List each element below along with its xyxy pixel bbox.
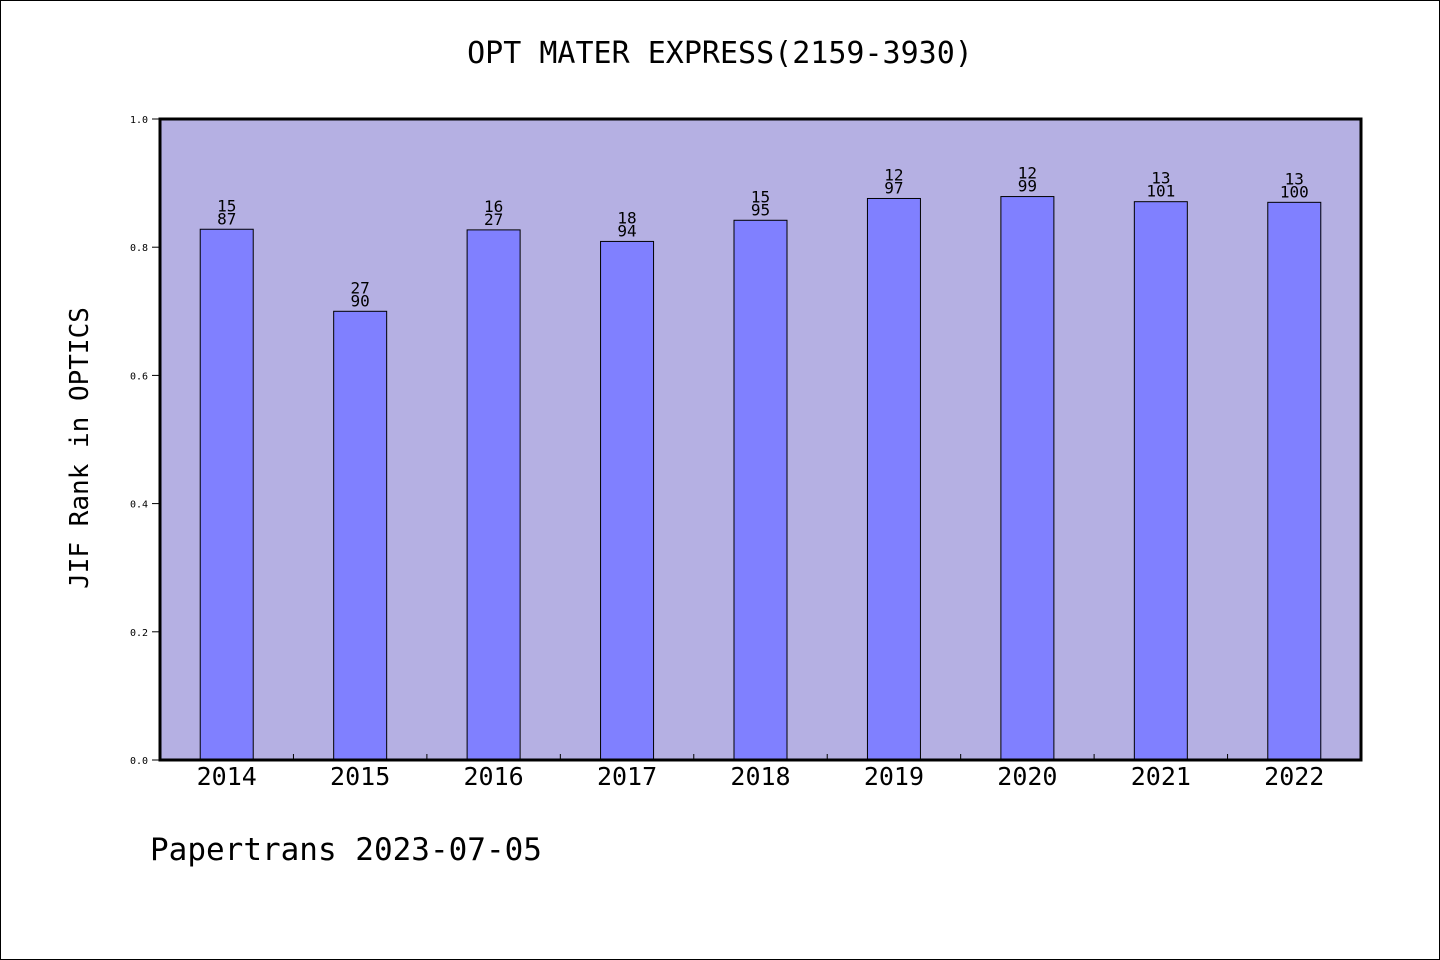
bar-label-upper: 15 — [751, 187, 770, 206]
chart-title: OPT MATER EXPRESS(2159-3930) — [467, 36, 973, 71]
x-tick-label: 2022 — [1264, 762, 1324, 791]
footer-note: Papertrans 2023-07-05 — [150, 832, 542, 868]
bar-2020 — [1000, 196, 1055, 761]
bar-label-upper: 13 — [1285, 169, 1304, 188]
bar-label-upper: 12 — [1018, 164, 1037, 183]
y-tick-label: 0.6 — [130, 371, 148, 382]
bar-label-upper: 16 — [484, 197, 503, 216]
bar-2022 — [1267, 201, 1322, 761]
bar-label-upper: 18 — [617, 208, 636, 227]
bar-label-lower: 100 — [1280, 182, 1309, 201]
bar-label-lower: 99 — [1018, 177, 1037, 196]
bar-label-lower: 95 — [751, 200, 770, 219]
bar-label-lower: 94 — [617, 221, 636, 240]
bar-label-lower: 97 — [884, 178, 903, 197]
x-tick-label: 2017 — [597, 762, 657, 791]
bar-label-upper: 27 — [351, 278, 370, 297]
bar-label-upper: 12 — [884, 165, 903, 184]
x-tick-label: 2016 — [464, 762, 524, 791]
x-tick-label: 2019 — [864, 762, 924, 791]
bar-2016 — [466, 229, 521, 761]
plot-border — [158, 117, 1363, 762]
x-tick-label: 2021 — [1131, 762, 1191, 791]
x-tick-label: 2020 — [997, 762, 1057, 791]
bar-label-upper: 13 — [1151, 169, 1170, 188]
bar-label-lower: 27 — [484, 210, 503, 229]
bar-label-lower: 90 — [351, 291, 370, 310]
y-tick-label: 1.0 — [130, 115, 148, 126]
y-tick-label: 0.2 — [130, 628, 148, 639]
x-tick-label: 2015 — [330, 762, 390, 791]
bar-label-upper: 15 — [217, 196, 236, 215]
bar-2018 — [733, 219, 788, 761]
bar-2017 — [600, 240, 655, 761]
x-tick-label: 2014 — [197, 762, 257, 791]
y-tick-label: 0.8 — [130, 243, 148, 254]
y-tick-label: 0.0 — [130, 756, 148, 767]
bar-label-lower: 101 — [1146, 182, 1175, 201]
bar-2021 — [1133, 201, 1188, 761]
x-tick-label: 2018 — [730, 762, 790, 791]
bar-2015 — [333, 310, 388, 761]
bar-2019 — [866, 197, 921, 761]
bar-2014 — [199, 228, 254, 761]
bar-label-lower: 87 — [217, 209, 236, 228]
y-tick-label: 0.4 — [130, 500, 148, 511]
